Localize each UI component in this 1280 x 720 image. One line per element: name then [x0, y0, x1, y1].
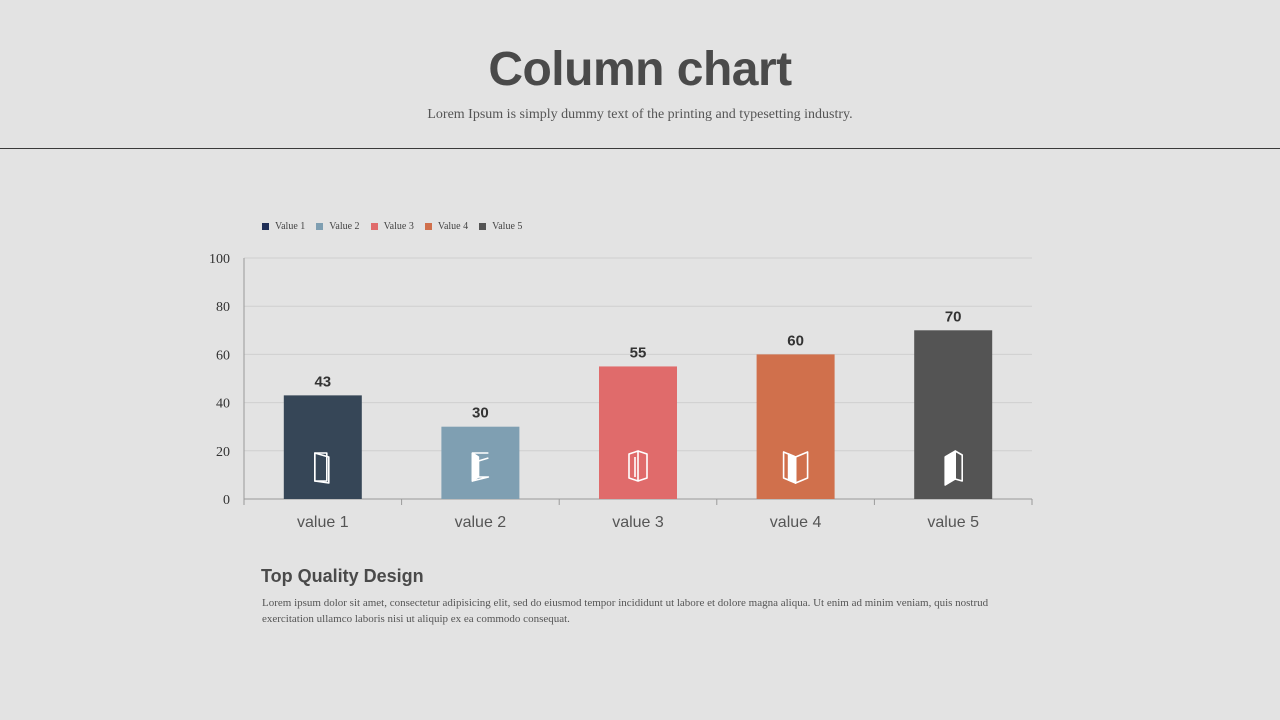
legend-label: Value 2	[329, 221, 360, 232]
data-label: 70	[945, 308, 962, 325]
data-label: 55	[630, 344, 647, 361]
y-tick-label: 60	[216, 348, 230, 363]
legend-swatch	[479, 223, 487, 230]
data-label: 60	[787, 332, 804, 349]
category-label: value 5	[927, 514, 979, 531]
category-label: value 4	[770, 514, 822, 531]
legend-label: Value 1	[275, 221, 306, 232]
legend-swatch	[370, 223, 378, 230]
legend-swatch	[316, 223, 324, 230]
y-tick-label: 20	[216, 445, 230, 460]
category-label: value 3	[612, 514, 664, 531]
legend-item-value-4: Value 4	[424, 221, 469, 232]
open-book-icon	[782, 451, 809, 484]
y-tick-label: 80	[216, 300, 230, 315]
y-tick-label: 100	[209, 252, 230, 267]
category-label: value 1	[297, 514, 349, 531]
page-subtitle: Lorem Ipsum is simply dummy text of the …	[427, 107, 853, 122]
chart-legend: Value 1 Value 2 Value 3 Value 4 Value 5	[262, 221, 533, 232]
legend-item-value-3: Value 3	[370, 221, 414, 232]
window-icon	[628, 450, 648, 482]
open-door-icon	[313, 452, 330, 484]
header-divider	[0, 148, 1280, 149]
bar-1	[283, 395, 362, 499]
legend-item-value-2: Value 2	[316, 221, 360, 232]
book-icon	[944, 450, 964, 486]
y-tick-label: 0	[223, 493, 230, 508]
footer-heading: Top Quality Design	[261, 566, 424, 586]
legend-item-value-5: Value 5	[479, 221, 522, 232]
y-tick-label: 40	[216, 397, 230, 412]
data-label: 43	[314, 373, 331, 390]
bar-2	[441, 426, 520, 499]
door-ajar-icon	[471, 452, 490, 482]
legend-item-value-1: Value 1	[262, 221, 305, 232]
legend-label: Value 3	[383, 221, 414, 232]
legend-swatch	[424, 223, 432, 230]
legend-swatch	[262, 223, 269, 230]
footer-text: Lorem ipsum dolor sit amet, consectetur …	[262, 597, 989, 625]
page-title: Column chart	[488, 43, 792, 96]
data-label: 30	[472, 405, 489, 422]
legend-label: Value 5	[492, 221, 523, 232]
legend-label: Value 4	[437, 221, 469, 232]
category-label: value 2	[455, 514, 507, 531]
